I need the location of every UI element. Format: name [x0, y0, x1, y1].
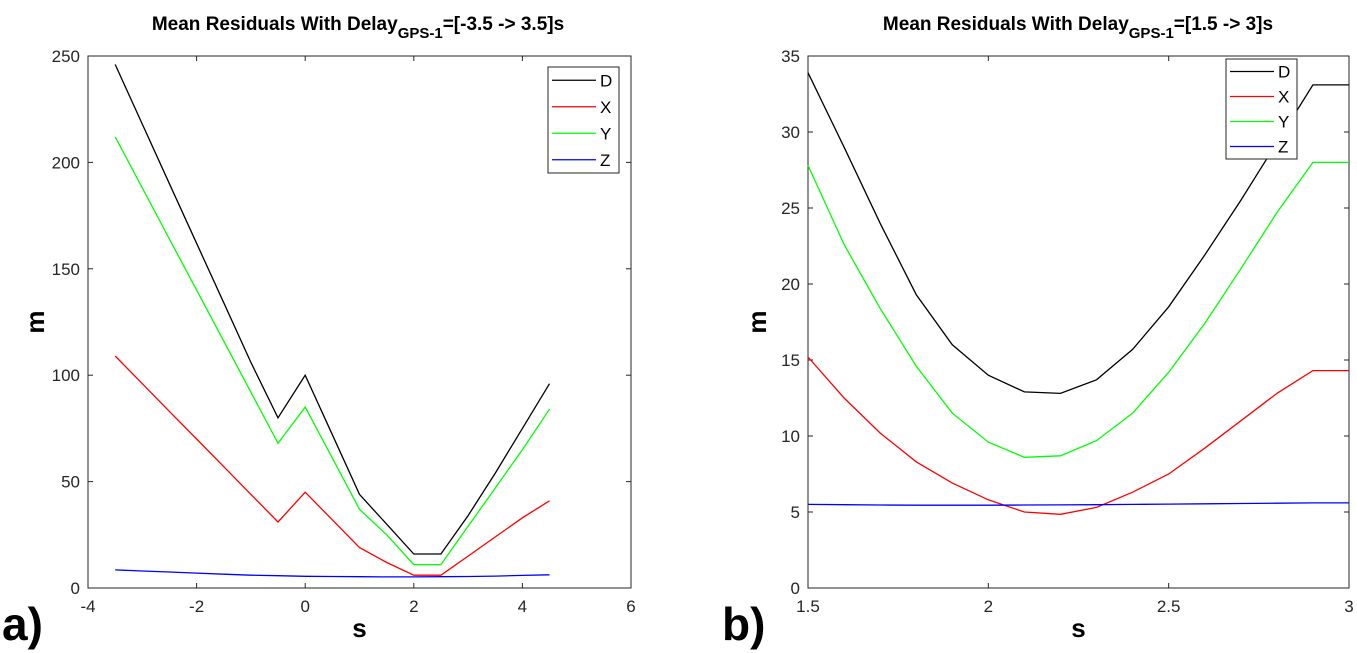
title-suffix: =[1.5 -> 3]s: [1174, 14, 1273, 35]
title-main: Mean Residuals With Delay: [152, 14, 398, 35]
y-axis-label: m: [742, 310, 772, 333]
series-line-d: [114, 64, 551, 555]
series-line-z: [807, 502, 1349, 506]
x-tick-label: 2.5: [1157, 597, 1181, 616]
x-axis-label: s: [352, 613, 366, 643]
title-subscript: GPS-1: [398, 25, 443, 42]
plot-area: [87, 55, 632, 589]
legend-label-d: D: [600, 71, 612, 90]
legend-box: [547, 66, 620, 174]
title-suffix: =[-3.5 -> 3.5]s: [443, 14, 564, 35]
y-tick-label: 150: [52, 260, 80, 279]
x-tick-label: 6: [626, 597, 635, 616]
chart-title: Mean Residuals With DelayGPS-1=[1.5 -> 3…: [883, 14, 1273, 42]
legend-label-y: Y: [600, 124, 611, 143]
y-tick-label: 0: [791, 579, 800, 598]
y-tick-label: 10: [781, 427, 800, 446]
x-tick-label: 3: [1344, 597, 1353, 616]
panel-label: a): [2, 598, 43, 650]
series-line-y: [114, 136, 551, 566]
x-tick-label: -2: [189, 597, 204, 616]
legend-label-y: Y: [1278, 113, 1289, 132]
title-main: Mean Residuals With Delay: [883, 14, 1129, 35]
series-line-x: [114, 355, 550, 576]
x-tick-label: 1.5: [796, 597, 820, 616]
x-axis-label: s: [1071, 613, 1085, 643]
series-line-d: [807, 72, 1349, 395]
x-tick-label: 2: [984, 597, 993, 616]
y-tick-label: 200: [52, 153, 80, 172]
x-tick-label: -4: [80, 597, 95, 616]
legend-label-d: D: [1278, 63, 1290, 82]
title-subscript: GPS-1: [1129, 25, 1174, 42]
legend-label-x: X: [600, 98, 611, 117]
panel-label: b): [722, 598, 765, 650]
series-line-x: [807, 356, 1349, 515]
y-tick-label: 5: [791, 503, 800, 522]
y-tick-label: 25: [781, 199, 800, 218]
legend-box: [1225, 58, 1298, 160]
y-tick-label: 35: [781, 47, 800, 66]
x-tick-label: 4: [518, 597, 527, 616]
y-tick-label: 0: [71, 579, 80, 598]
series-line-y: [807, 161, 1349, 458]
legend-label-z: Z: [1278, 138, 1288, 157]
y-tick-label: 50: [61, 473, 80, 492]
y-tick-label: 20: [781, 275, 800, 294]
y-tick-label: 15: [781, 351, 800, 370]
series-line-z: [115, 569, 550, 578]
y-tick-label: 250: [52, 47, 80, 66]
legend-label-x: X: [1278, 88, 1289, 107]
legend-label-z: Z: [600, 151, 610, 170]
y-tick-label: 30: [781, 123, 800, 142]
y-axis-label: m: [20, 310, 50, 333]
x-tick-label: 2: [409, 597, 418, 616]
chart-panel-a: -4 -2 0 2 4 6 0 50 100 150 200 250 Mean Residuals Wi…: [2, 14, 636, 650]
y-tick-label: 100: [52, 366, 80, 385]
chart-title: Mean Residuals With DelayGPS-1=[-3.5 -> …: [152, 14, 564, 42]
x-tick-label: 0: [300, 597, 309, 616]
